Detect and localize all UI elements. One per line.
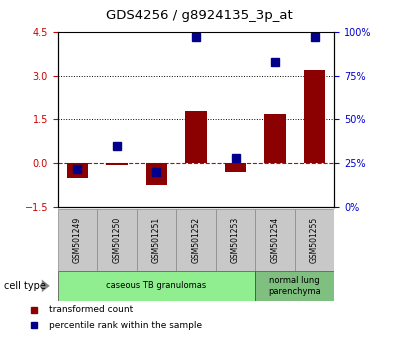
Text: cell type: cell type bbox=[4, 281, 46, 291]
Bar bbox=[176, 209, 216, 271]
Bar bbox=[216, 209, 255, 271]
Text: GSM501250: GSM501250 bbox=[113, 217, 121, 263]
Text: GSM501249: GSM501249 bbox=[73, 217, 82, 263]
Bar bbox=[224, 163, 246, 172]
Text: GSM501252: GSM501252 bbox=[191, 217, 201, 263]
Text: GSM501254: GSM501254 bbox=[271, 217, 279, 263]
Text: percentile rank within the sample: percentile rank within the sample bbox=[49, 321, 202, 330]
Bar bbox=[97, 209, 137, 271]
Bar bbox=[295, 209, 334, 271]
Bar bbox=[106, 163, 128, 165]
Bar bbox=[304, 70, 326, 163]
Text: GSM501255: GSM501255 bbox=[310, 217, 319, 263]
Text: GSM501251: GSM501251 bbox=[152, 217, 161, 263]
Bar bbox=[66, 163, 88, 178]
Text: transformed count: transformed count bbox=[49, 305, 133, 314]
Bar bbox=[255, 271, 334, 301]
Bar bbox=[58, 209, 97, 271]
Text: caseous TB granulomas: caseous TB granulomas bbox=[106, 281, 207, 290]
Text: GSM501253: GSM501253 bbox=[231, 217, 240, 263]
Bar bbox=[58, 271, 255, 301]
Bar bbox=[146, 163, 168, 185]
Text: normal lung
parenchyma: normal lung parenchyma bbox=[268, 276, 321, 296]
Bar bbox=[264, 114, 286, 163]
Bar bbox=[137, 209, 176, 271]
Text: GDS4256 / g8924135_3p_at: GDS4256 / g8924135_3p_at bbox=[105, 9, 293, 22]
Bar bbox=[255, 209, 295, 271]
Bar bbox=[185, 111, 207, 163]
